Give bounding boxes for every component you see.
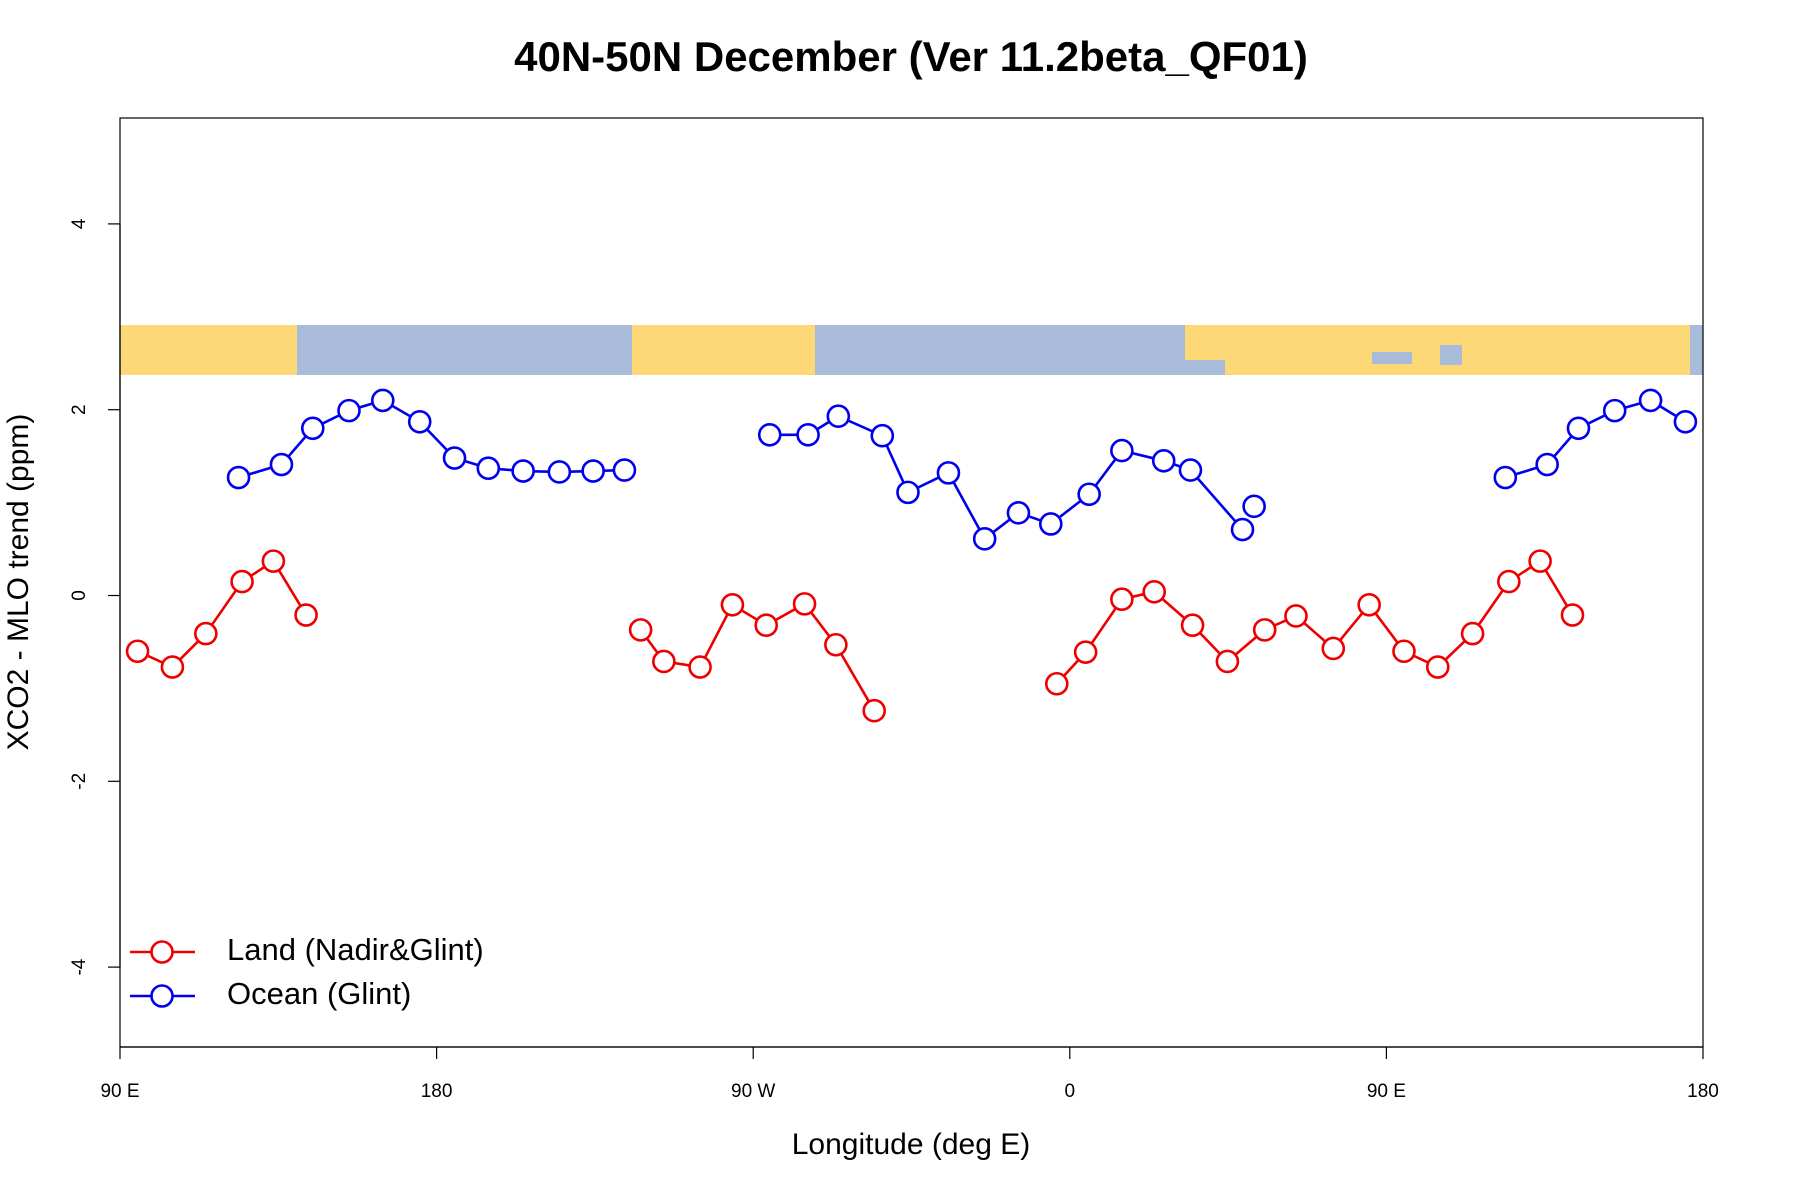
point [796, 422, 820, 447]
x-tick-label: 90 W [731, 1081, 775, 1102]
x-tick-label: 180 [1687, 1081, 1719, 1102]
point [757, 422, 782, 447]
point [1178, 458, 1203, 482]
point [1044, 671, 1069, 696]
point [1493, 465, 1518, 490]
point [896, 480, 920, 505]
y-tick-label: -2 [69, 773, 90, 790]
point [269, 452, 294, 477]
point [1215, 649, 1240, 674]
point [1321, 636, 1346, 661]
series-line [137, 559, 1574, 712]
point [230, 569, 254, 594]
point [1110, 438, 1134, 463]
point [407, 409, 432, 434]
point [824, 632, 848, 657]
point [1180, 613, 1205, 638]
x-tick-label: 0 [1065, 1081, 1076, 1102]
y-tick-label: 0 [69, 590, 90, 601]
point [442, 446, 467, 470]
x-tick-label: 180 [421, 1081, 453, 1102]
point [862, 698, 887, 723]
point [511, 459, 535, 483]
point [294, 603, 318, 627]
point [754, 613, 779, 638]
plot-frame [119, 117, 1704, 1048]
point [1230, 517, 1255, 542]
point [1110, 587, 1134, 612]
point [1560, 603, 1585, 627]
point [476, 456, 501, 481]
point [628, 618, 653, 642]
y-axis-label: XCO2 - MLO trend (ppm) [2, 414, 35, 751]
chart-title: 40N-50N December (Ver 11.2beta_QF01) [514, 33, 1308, 80]
legend-label: Land (Nadir&Glint) [227, 932, 484, 967]
point [870, 423, 895, 448]
y-tick-label: 2 [69, 404, 90, 415]
point [1425, 655, 1450, 679]
legend-marker [150, 984, 174, 1008]
point [1151, 449, 1176, 473]
point [370, 388, 395, 413]
point [226, 465, 251, 490]
point [160, 655, 185, 679]
legend-label: Ocean (Glint) [227, 976, 411, 1011]
point [261, 549, 286, 573]
point [1638, 388, 1663, 413]
x-tick-label: 90 E [1367, 1081, 1406, 1102]
point [936, 461, 961, 485]
x-axis-label: Longitude (deg E) [792, 1128, 1031, 1161]
point [1566, 416, 1591, 441]
legend-marker [150, 940, 174, 964]
point [194, 621, 218, 646]
point [1460, 621, 1485, 646]
point [1673, 409, 1698, 434]
point [1242, 494, 1266, 519]
point [792, 592, 817, 616]
point [1252, 618, 1277, 642]
x-tick-label: 90 E [100, 1081, 139, 1102]
point [652, 649, 676, 674]
point [1535, 452, 1559, 477]
point [337, 398, 361, 423]
point [612, 458, 637, 482]
point [1357, 592, 1381, 617]
point [826, 404, 851, 429]
point [1039, 512, 1063, 536]
point [688, 655, 712, 679]
point [1284, 604, 1308, 628]
point [1497, 569, 1521, 594]
point [1006, 501, 1031, 525]
point [1073, 640, 1098, 664]
map-band [120, 325, 1703, 375]
point [1528, 549, 1552, 573]
point [1392, 639, 1416, 664]
y-tick-label: -4 [69, 958, 90, 975]
point [581, 459, 605, 483]
point [125, 639, 150, 664]
point [547, 460, 572, 484]
point [1602, 398, 1627, 423]
point [1142, 579, 1167, 604]
point [300, 416, 325, 441]
point [720, 592, 745, 617]
y-tick-label: 4 [69, 218, 90, 229]
point [1077, 482, 1101, 507]
point [972, 527, 997, 551]
